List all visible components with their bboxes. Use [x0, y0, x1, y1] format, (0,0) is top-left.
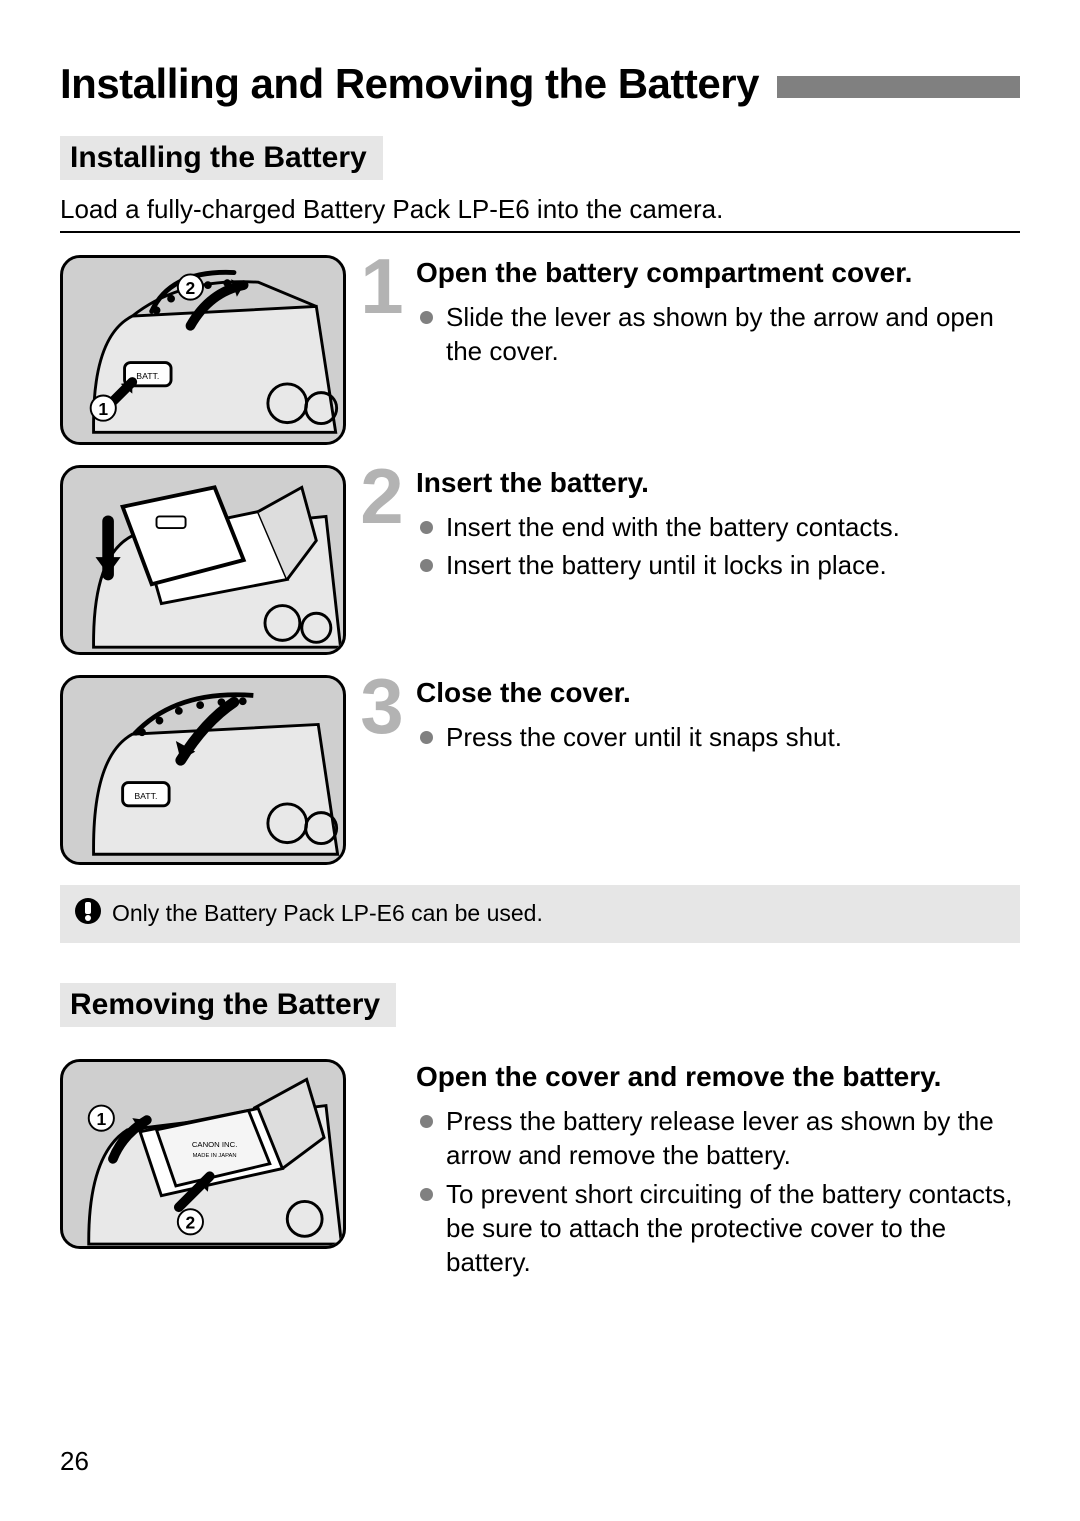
removing-row: CANON INC. MADE IN JAPAN 1 2 [60, 1059, 1020, 1284]
removing-section: Removing the Battery CANON INC. MADE IN … [60, 983, 1020, 1284]
note-box: Only the Battery Pack LP-E6 can be used. [60, 885, 1020, 943]
title-accent-bar [777, 76, 1020, 98]
step-2-illustration [60, 465, 346, 655]
bullet-text: Press the cover until it snaps shut. [416, 720, 1020, 754]
step-1-body: Open the battery compartment cover. Slid… [416, 255, 1020, 373]
step-2-body: Insert the battery. Insert the end with … [416, 465, 1020, 587]
removing-body: Open the cover and remove the battery. P… [416, 1059, 1020, 1284]
step-1-illustration: BATT. 1 2 [60, 255, 346, 445]
removing-bullets: Press the battery release lever as shown… [416, 1104, 1020, 1280]
step-2-title: Insert the battery. [416, 465, 1020, 500]
page-title: Installing and Removing the Battery [60, 60, 759, 108]
bullet-text: Insert the end with the battery contacts… [416, 510, 1020, 544]
svg-text:2: 2 [186, 1212, 196, 1232]
bullet-text: Slide the lever as shown by the arrow an… [416, 300, 1020, 369]
step-1-bullets: Slide the lever as shown by the arrow an… [416, 300, 1020, 369]
step-3-illustration: BATT. [60, 675, 346, 865]
svg-text:2: 2 [186, 278, 196, 298]
manual-page: Installing and Removing the Battery Inst… [0, 0, 1080, 1521]
step-2: 2 Insert the battery. Insert the end wit… [60, 465, 1020, 655]
step-1-title: Open the battery compartment cover. [416, 255, 1020, 290]
intro-divider [60, 231, 1020, 233]
svg-text:MADE IN JAPAN: MADE IN JAPAN [193, 1153, 237, 1159]
step-1: BATT. 1 2 1 [60, 255, 1020, 445]
intro-text: Load a fully-charged Battery Pack LP-E6 … [60, 194, 1020, 225]
bullet-text: Press the battery release lever as shown… [416, 1104, 1020, 1173]
note-text: Only the Battery Pack LP-E6 can be used. [112, 899, 543, 929]
svg-text:BATT.: BATT. [134, 791, 157, 801]
installing-section: Installing the Battery Load a fully-char… [60, 136, 1020, 943]
section-heading-removing: Removing the Battery [60, 983, 396, 1027]
bullet-text: Insert the battery until it locks in pla… [416, 548, 1020, 582]
step-3-number: 3 [356, 675, 408, 737]
step-3-bullets: Press the cover until it snaps shut. [416, 720, 1020, 754]
page-number: 26 [60, 1446, 89, 1477]
step-1-number: 1 [356, 255, 408, 317]
step-2-bullets: Insert the end with the battery contacts… [416, 510, 1020, 583]
caution-icon [74, 897, 102, 925]
svg-text:BATT.: BATT. [136, 371, 159, 381]
bullet-text: To prevent short circuiting of the batte… [416, 1177, 1020, 1280]
svg-text:1: 1 [96, 1109, 106, 1129]
section-heading-installing: Installing the Battery [60, 136, 383, 180]
svg-text:1: 1 [98, 399, 108, 419]
page-title-row: Installing and Removing the Battery [60, 60, 1020, 108]
step-3: BATT. 3 Close the cover. Press the cover… [60, 675, 1020, 865]
step-2-number: 2 [356, 465, 408, 527]
svg-text:CANON INC.: CANON INC. [192, 1140, 238, 1149]
step-3-title: Close the cover. [416, 675, 1020, 710]
step-3-body: Close the cover. Press the cover until i… [416, 675, 1020, 758]
removing-illustration: CANON INC. MADE IN JAPAN 1 2 [60, 1059, 346, 1249]
removing-title: Open the cover and remove the battery. [416, 1059, 1020, 1094]
